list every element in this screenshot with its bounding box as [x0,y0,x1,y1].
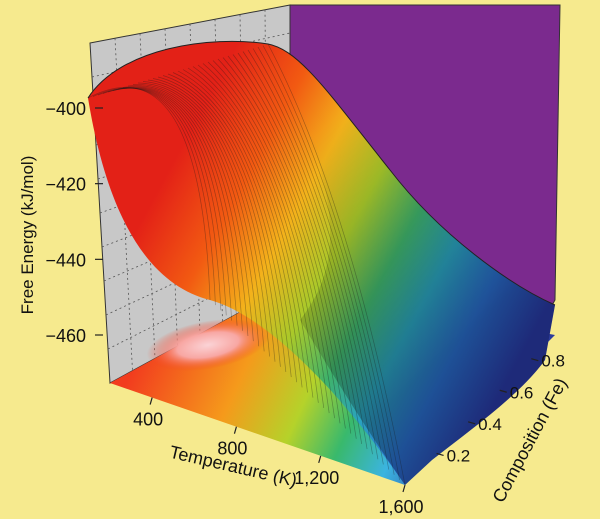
y-tick-label: 0.6 [510,383,534,402]
x-tick-label: 800 [217,439,247,459]
wall-grid-line [107,256,291,350]
mesh-line [222,57,357,439]
wall-grid-line [139,33,156,359]
mesh-line [137,82,265,352]
mesh-line [157,76,287,372]
mesh-line [162,75,292,378]
z-tick-label: −460 [45,326,86,346]
mesh-line [152,78,281,367]
z-tick-label: −420 [45,175,86,195]
mesh-line [112,87,238,326]
mesh-line [187,67,319,403]
y-tick [467,421,476,425]
mesh-line [252,48,390,470]
mesh-line [182,69,314,398]
mesh-line [167,73,298,383]
mesh-line [207,61,341,424]
mesh-line [117,87,243,331]
mesh-line [177,70,308,393]
mesh-line [147,79,276,362]
mesh-line [122,86,249,336]
surface-mesh [87,43,406,486]
surface-shading [268,44,555,485]
x-tick-label: 1,200 [294,468,339,488]
mesh-line [217,58,352,434]
x-tick [233,426,238,434]
mesh-line [92,87,216,306]
mesh-line [197,64,330,414]
mesh-line [247,49,384,465]
y-axis: 0.2 0.4 0.6 0.8 [436,352,565,465]
mesh-line [132,84,260,347]
mesh-line [97,87,222,311]
mesh-line [262,45,400,480]
y-tick [499,389,507,393]
z-tick-label: −400 [45,99,86,119]
x-tick [402,484,406,493]
mesh-line [87,87,211,301]
x-tick-label: 1,600 [378,497,423,517]
mesh-line [192,66,325,408]
mesh-line [267,43,406,486]
x-tick [318,455,322,464]
mesh-line [242,51,379,460]
floor-minimum-spot [146,319,270,371]
z-axis-title: Free Energy (kJ/mol) [18,156,37,315]
y-tick [531,358,539,362]
surface [87,40,556,486]
mesh-line [127,85,254,342]
mesh-line [227,55,363,444]
y-tick-label: 0.4 [478,415,502,434]
x-tick-label: 400 [133,410,163,430]
mesh-line [142,81,270,357]
mesh-line [202,63,335,419]
y-tick [436,452,444,456]
surface-edge [87,40,556,306]
x-tick [149,397,153,405]
mesh-line [212,60,346,429]
y-tick-label: 0.2 [447,446,471,465]
z-tick-label: −440 [45,250,86,270]
mesh-line [237,52,373,455]
mesh-line [172,72,303,388]
mesh-line [257,46,395,475]
z-axis: −400 −420 −440 −460 [45,99,103,346]
mesh-line [102,88,227,316]
mesh-line [107,87,233,321]
mesh-line [232,54,368,450]
y-tick-label: 0.8 [541,352,565,371]
x-axis: 400 800 1,200 1,600 [133,397,424,517]
